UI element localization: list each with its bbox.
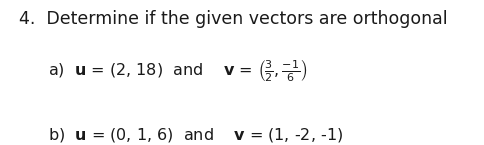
Text: 4.  Determine if the given vectors are orthogonal: 4. Determine if the given vectors are or… — [19, 10, 447, 28]
Text: a)  $\mathbf{u}$ = (2, 18)  and    $\mathbf{v}$ = $\left(\frac{3}{2}, \frac{-1}{: a) $\mathbf{u}$ = (2, 18) and $\mathbf{v… — [48, 58, 307, 84]
Text: b)  $\mathbf{u}$ = (0, 1, 6)  and    $\mathbf{v}$ = (1, -2, -1): b) $\mathbf{u}$ = (0, 1, 6) and $\mathbf… — [48, 126, 343, 144]
